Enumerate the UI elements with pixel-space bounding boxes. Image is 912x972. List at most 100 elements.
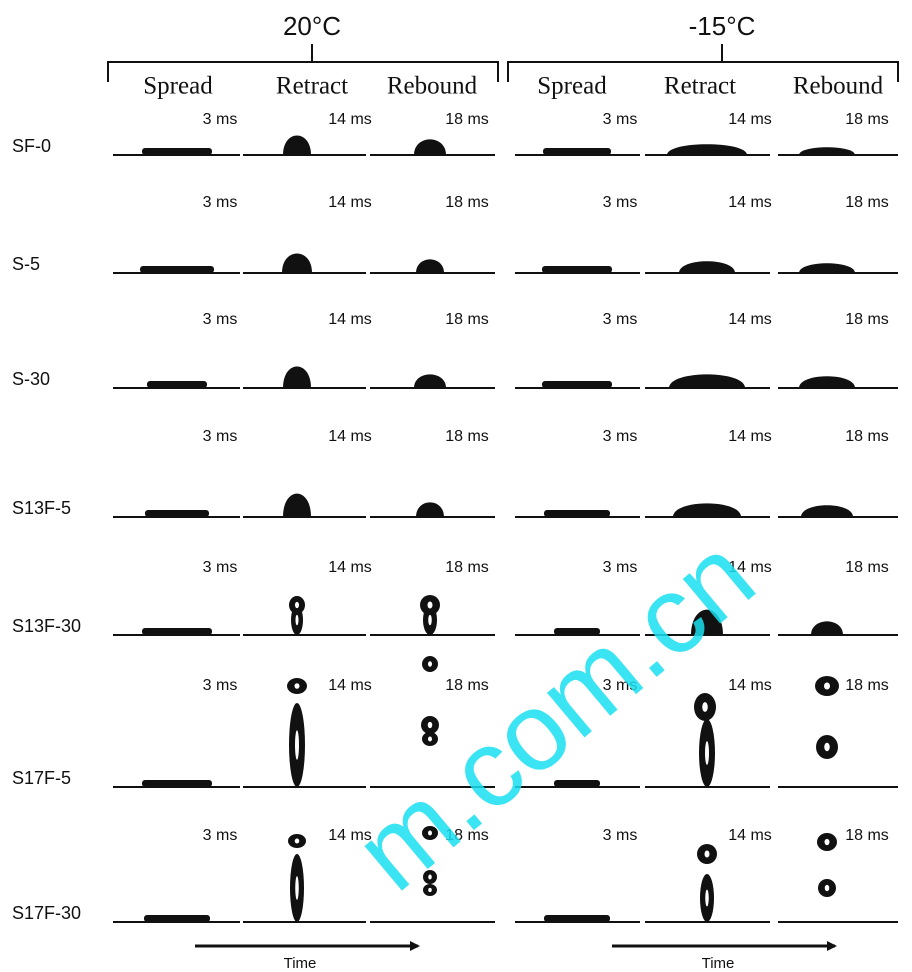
row-label: S-5 (12, 254, 40, 274)
phase-label: Spread (537, 73, 607, 100)
row-label: S13F-30 (12, 616, 81, 636)
highlight (295, 876, 299, 900)
phase-label: Rebound (387, 73, 478, 100)
time-label: 18 ms (445, 111, 489, 128)
time-label: 14 ms (328, 559, 372, 576)
highlight (427, 721, 433, 729)
time-label: 3 ms (203, 311, 238, 328)
time-label: 18 ms (845, 111, 889, 128)
time-label: 18 ms (445, 194, 489, 211)
time-label: 3 ms (603, 111, 638, 128)
highlight (824, 884, 830, 892)
droplet (669, 374, 745, 388)
brackets (107, 44, 899, 82)
time-label: 3 ms (203, 677, 238, 694)
droplet (544, 915, 610, 922)
phase-label: Rebound (793, 73, 884, 100)
time-label: 18 ms (845, 311, 889, 328)
time-label: 18 ms (445, 559, 489, 576)
phase-label: Retract (664, 73, 736, 100)
time-label: 18 ms (445, 677, 489, 694)
row-label: S-30 (12, 369, 50, 389)
time-label: 14 ms (328, 194, 372, 211)
time-label: 3 ms (203, 111, 238, 128)
time-label: 14 ms (328, 111, 372, 128)
highlight (705, 889, 709, 907)
droplet (283, 366, 311, 388)
time-label: 18 ms (845, 677, 889, 694)
droplet (554, 628, 600, 635)
droplet (799, 376, 855, 388)
phase-label: Spread (143, 73, 213, 100)
highlight (428, 736, 432, 742)
time-label: 18 ms (445, 311, 489, 328)
time-label: 3 ms (203, 428, 238, 445)
highlight (702, 702, 708, 712)
time-label: 14 ms (328, 677, 372, 694)
highlight (294, 838, 300, 844)
row-label: S17F-30 (12, 903, 81, 923)
droplet (147, 381, 207, 388)
time-label: 3 ms (603, 428, 638, 445)
time-label: 3 ms (603, 677, 638, 694)
time-label: 14 ms (728, 311, 772, 328)
highlight (705, 741, 709, 765)
highlight (295, 601, 299, 609)
droplet (799, 263, 855, 273)
highlight (427, 601, 433, 609)
droplet (667, 144, 747, 155)
time-label: Time (702, 955, 735, 972)
droplet (673, 503, 741, 517)
highlight (824, 682, 830, 690)
time-label: 18 ms (845, 194, 889, 211)
temperature: 20°C (283, 11, 341, 41)
highlight (824, 742, 830, 752)
time-label: 14 ms (328, 428, 372, 445)
droplet (799, 147, 855, 155)
droplet (811, 621, 843, 635)
highlight (428, 874, 432, 880)
highlight (824, 838, 830, 846)
time-label: 18 ms (845, 428, 889, 445)
droplet (142, 148, 212, 155)
time-label: 3 ms (603, 194, 638, 211)
time-label: 14 ms (728, 194, 772, 211)
time-label: 18 ms (445, 428, 489, 445)
temperature: -15°C (689, 11, 756, 41)
droplet (144, 915, 210, 922)
highlight (295, 730, 299, 760)
droplet (283, 135, 311, 155)
droplet (544, 510, 610, 517)
time-label: 14 ms (728, 428, 772, 445)
droplet (554, 780, 600, 787)
droplet (282, 253, 312, 273)
highlight (428, 614, 432, 626)
time-label: 14 ms (328, 827, 372, 844)
time-label: 14 ms (728, 111, 772, 128)
time-label: 18 ms (845, 827, 889, 844)
phase-label: Retract (276, 73, 348, 100)
droplet (283, 493, 311, 517)
time-label: 14 ms (728, 559, 772, 576)
time-label: 3 ms (603, 827, 638, 844)
droplet (142, 780, 212, 787)
droplet (542, 266, 612, 273)
time-label: 18 ms (845, 559, 889, 576)
highlight (428, 830, 432, 836)
time-label: 14 ms (728, 827, 772, 844)
row-label: S13F-5 (12, 498, 71, 518)
highlight (428, 887, 432, 893)
highlight (704, 850, 710, 858)
time-label: 14 ms (328, 311, 372, 328)
droplet (543, 148, 611, 155)
time-label: 3 ms (603, 559, 638, 576)
content: 20°C Spread Retract Rebound -15°C Spread Retra… (12, 11, 898, 923)
time-label: 3 ms (203, 559, 238, 576)
highlight (294, 683, 300, 689)
droplet (414, 374, 446, 388)
time-label: Time (284, 955, 317, 972)
time-label: 3 ms (203, 827, 238, 844)
time-label: 3 ms (603, 311, 638, 328)
highlight (428, 661, 432, 667)
